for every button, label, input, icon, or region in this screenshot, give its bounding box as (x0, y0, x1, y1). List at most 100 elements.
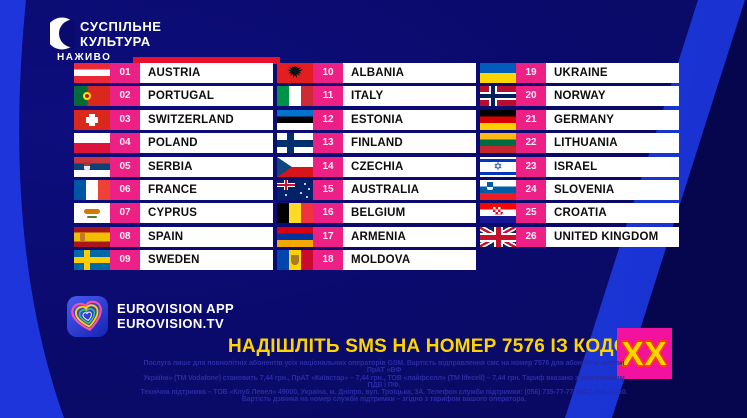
entry-country: SERBIA (140, 157, 273, 177)
flag-icon-cy (74, 203, 110, 223)
flag-detail (86, 117, 98, 123)
entry-number: 14 (313, 157, 343, 177)
flag-icon-lt (480, 133, 516, 153)
entry-number: 08 (110, 227, 140, 247)
flag-icon-hr (480, 203, 516, 223)
entry-number: 22 (516, 133, 546, 153)
entry-country: MOLDOVA (343, 250, 476, 270)
entry-country: UKRAINE (546, 63, 679, 83)
entry-country: ESTONIA (343, 110, 476, 130)
entry-row: 08 SPAIN (74, 227, 273, 247)
flag-detail (291, 255, 299, 265)
entry-country: UNITED KINGDOM (546, 227, 679, 247)
flag-detail (83, 92, 91, 100)
flag-icon-be (277, 203, 313, 223)
entry-row: 11 ITALY (277, 86, 476, 106)
entry-number: 09 (110, 250, 140, 270)
entry-row: ✡ 23 ISRAEL (480, 157, 679, 177)
flag-detail (480, 159, 516, 162)
flag-detail (84, 162, 90, 171)
flag-icon-am (277, 227, 313, 247)
entry-row: 02 PORTUGAL (74, 86, 273, 106)
entry-number: 13 (313, 133, 343, 153)
entry-number: 17 (313, 227, 343, 247)
flag-icon-de (480, 110, 516, 130)
flag-icon-ee (277, 110, 313, 130)
flag-icon-fr (74, 180, 110, 200)
flag-icon-it (277, 86, 313, 106)
entry-row: 25 CROATIA (480, 203, 679, 223)
flag-icon-at (74, 63, 110, 83)
entry-country: ARMENIA (343, 227, 476, 247)
disclaimer-line: Україна» (ТМ Vodafone) становить 7,44 гр… (143, 374, 625, 389)
flag-detail: ✡ (493, 161, 503, 173)
entry-country: FRANCE (140, 180, 273, 200)
entry-row: 04 POLAND (74, 133, 273, 153)
disclaimer-line: Послуга лише для повнолітніх абонентів у… (143, 360, 625, 375)
entry-row: 24 SLOVENIA (480, 180, 679, 200)
app-label-line2: EUROVISION.TV (117, 316, 225, 331)
flag-icon-il: ✡ (480, 157, 516, 177)
entry-row: 19 UKRAINE (480, 63, 679, 83)
entry-row: 05 SERBIA (74, 157, 273, 177)
entry-country: CROATIA (546, 203, 679, 223)
entry-country: CYPRUS (140, 203, 273, 223)
entry-number: 23 (516, 157, 546, 177)
flag-detail (87, 216, 97, 218)
entry-number: 05 (110, 157, 140, 177)
entry-country: BELGIUM (343, 203, 476, 223)
entry-country: CZECHIA (343, 157, 476, 177)
entry-country: SLOVENIA (546, 180, 679, 200)
flag-detail (74, 257, 110, 263)
entry-number: 10 (313, 63, 343, 83)
background-left-swoosh (0, 0, 64, 418)
channel-name-line2: КУЛЬТУРА (80, 34, 151, 49)
entry-row: 20 NORWAY (480, 86, 679, 106)
flag-icon-pt (74, 86, 110, 106)
app-label-line1: EUROVISION APP (117, 301, 235, 316)
flag-icon-gb (480, 227, 516, 247)
flag-detail (480, 94, 516, 98)
flag-detail (80, 233, 85, 241)
flag-icon-fi (277, 133, 313, 153)
flag-icon-al (277, 63, 313, 83)
flag-icon-au (277, 180, 313, 200)
flag-icon-rs (74, 157, 110, 177)
entry-row: 21 GERMANY (480, 110, 679, 130)
flag-icon-cz (277, 157, 313, 177)
entry-row: 22 LITHUANIA (480, 133, 679, 153)
entry-country: ITALY (343, 86, 476, 106)
eurovision-app-icon (67, 296, 108, 337)
entry-country: AUSTRALIA (343, 180, 476, 200)
entry-country: AUSTRIA (140, 63, 273, 83)
entry-number: 24 (516, 180, 546, 200)
flag-detail (287, 66, 303, 79)
entry-row: 12 ESTONIA (277, 110, 476, 130)
entry-row: 13 FINLAND (277, 133, 476, 153)
flag-detail (277, 180, 295, 190)
entry-number: 04 (110, 133, 140, 153)
flag-icon-es (74, 227, 110, 247)
entry-row: 17 ARMENIA (277, 227, 476, 247)
flag-detail (480, 172, 516, 175)
entry-number: 06 (110, 180, 140, 200)
flag-detail (487, 182, 493, 190)
live-badge: НАЖИВО (57, 52, 112, 63)
flag-icon-pl (74, 133, 110, 153)
channel-name-line1: СУСПІЛЬНЕ (80, 19, 162, 34)
flag-detail (304, 183, 306, 185)
flag-detail (277, 140, 313, 147)
entry-row: 14 CZECHIA (277, 157, 476, 177)
entry-number: 12 (313, 110, 343, 130)
entry-number: 20 (516, 86, 546, 106)
entry-country: SWITZERLAND (140, 110, 273, 130)
entry-country: SWEDEN (140, 250, 273, 270)
entry-row: 07 CYPRUS (74, 203, 273, 223)
entry-number: 03 (110, 110, 140, 130)
entry-number: 15 (313, 180, 343, 200)
entry-row: 06 FRANCE (74, 180, 273, 200)
disclaimer-line: Технічна підтримка – ТОВ «Клуб Левел» 49… (140, 389, 628, 397)
live-red-bar (133, 57, 280, 64)
flag-detail (493, 207, 503, 215)
